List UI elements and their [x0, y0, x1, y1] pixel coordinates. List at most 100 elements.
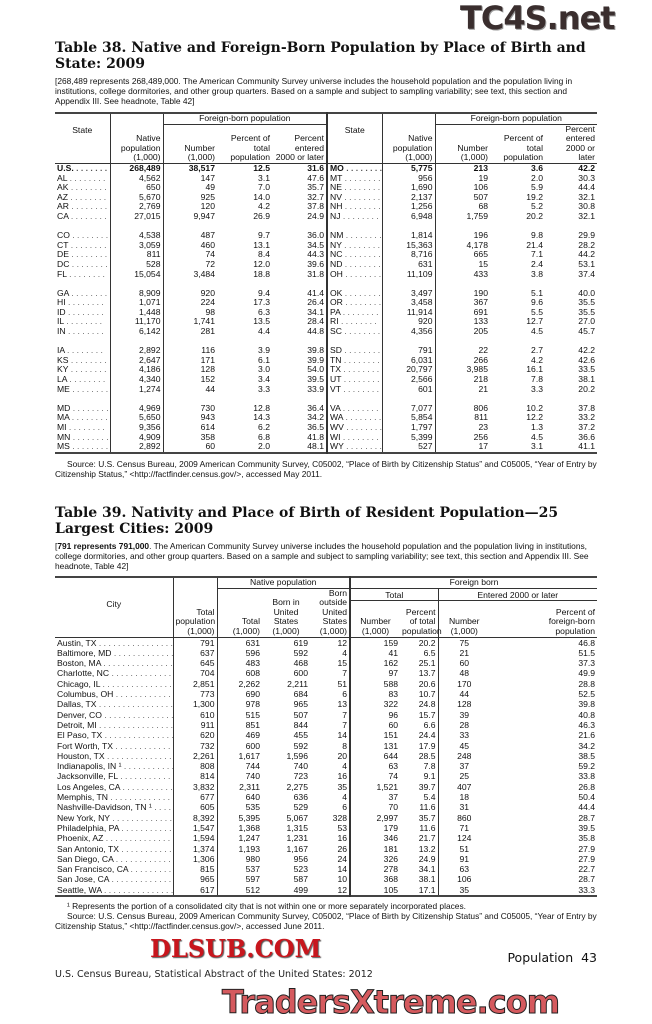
value-cell: 601 — [381, 384, 435, 395]
state-cell: UT . . . . . . . . — [326, 375, 382, 385]
leader-dots: . . . . . . . . . . . . . . . . . — [96, 637, 173, 648]
leader-dots: . . . . . . . . — [68, 183, 107, 193]
spacer-cell — [381, 279, 435, 289]
value-cell: 51 — [437, 843, 491, 854]
table-row: IL . . . . . . . . 11,170 1,741 13.5 28.4 RI … — [55, 317, 597, 328]
value-cell: 4.5 — [531, 432, 543, 442]
value-cell: 30.3 — [578, 173, 596, 183]
leader-dots: . . . . . . . . — [66, 269, 105, 279]
table-row: AR . . . . . . . . 2,769 120 4.2 37.8 NH . . … — [55, 202, 597, 212]
spacer-row — [55, 394, 597, 404]
value-cell: 27.9 — [578, 843, 596, 854]
state-cell: CT . . . . . . . . — [55, 241, 110, 251]
spacer-cell — [272, 394, 327, 404]
leader-dots: . . . . . . . . — [69, 231, 109, 241]
value-cell: 116 — [162, 346, 217, 356]
value-cell: 20.2 — [578, 384, 596, 394]
value-cell: 7,077 — [381, 403, 435, 414]
value-cell: 36.6 — [578, 432, 596, 442]
value-cell: 105 — [349, 884, 401, 896]
leader-dots: . . . . . . . . — [69, 442, 109, 452]
value-cell: 9.8 — [531, 231, 543, 241]
col-foreign-group-2: Foreign-born population — [434, 113, 598, 125]
value-cell: 4.2 — [258, 202, 270, 212]
value-cell: 23 — [434, 423, 490, 433]
col-fb-total-group: Total — [349, 588, 439, 602]
state-cell: TX . . . . . . . . — [326, 365, 382, 376]
value-cell: 97 — [349, 668, 401, 679]
value-cell: 740 — [293, 761, 308, 772]
value-cell: 1,594 — [172, 833, 217, 844]
value-cell: 5.5 — [531, 307, 543, 317]
city-cell: Baltimore, MD . . . . . . . . . . . . . … — [55, 648, 173, 658]
city-cell: El Paso, TX . . . . . . . . . . . . . . … — [55, 730, 173, 740]
value-cell: 920 — [162, 288, 217, 299]
city-name: San Diego, CA — [57, 853, 114, 864]
state-cell: GA . . . . . . . . — [55, 289, 110, 299]
value-cell: 3.8 — [531, 269, 543, 279]
value-cell: 147 — [162, 173, 217, 184]
table-row: MD . . . . . . . . 4,969 730 12.8 36.4 VA . .… — [55, 403, 597, 414]
value-cell: 11,914 — [381, 307, 435, 318]
city-name: San Jose, CA — [57, 874, 110, 885]
state-cell: WI . . . . . . . . — [326, 432, 382, 443]
value-cell: 20 — [337, 750, 348, 761]
value-cell: 91 — [437, 853, 491, 865]
value-cell: 3,832 — [172, 781, 217, 793]
value-cell: 38.5 — [578, 750, 596, 761]
state-name: WY — [330, 442, 344, 452]
value-cell: 33 — [437, 730, 491, 741]
value-cell: 44.8 — [307, 327, 324, 337]
table-row: Denver, CO . . . . . . . . . . . . . . .… — [55, 709, 597, 720]
leader-dots: . . . . . . . . — [69, 259, 108, 269]
spacer-cell — [272, 337, 327, 347]
value-cell: 51 — [337, 678, 348, 689]
leader-dots: . . . . . . . . . . . . . . . . . — [121, 843, 173, 854]
value-cell: 5,650 — [109, 413, 163, 423]
value-cell: 41.8 — [307, 432, 324, 442]
state-cell: NY . . . . . . . . — [326, 240, 382, 251]
value-cell: 20,797 — [381, 365, 435, 376]
value-cell: 159 — [349, 637, 401, 648]
value-cell: 38,517 — [162, 163, 217, 174]
value-cell: 965 — [172, 874, 217, 885]
spacer-cell — [490, 337, 545, 347]
city-cell: Chicago, IL . . . . . . . . . . . . . . … — [55, 679, 173, 689]
value-cell: 49 — [162, 183, 217, 193]
table-row: Boston, MA . . . . . . . . . . . . . . .… — [55, 658, 597, 669]
spacer-cell — [55, 337, 110, 347]
value-cell: 2,211 — [287, 678, 308, 689]
value-cell: 41.1 — [578, 442, 596, 452]
leader-dots: . . . . . . . . — [338, 317, 377, 327]
value-cell: 16.1 — [526, 365, 543, 375]
value-cell: 5,775 — [381, 163, 435, 174]
value-cell: 1,521 — [349, 781, 401, 793]
value-cell: 24.9 — [418, 853, 436, 864]
value-cell: 3.0 — [258, 365, 270, 375]
state-cell: KY . . . . . . . . — [55, 365, 110, 375]
leader-dots: . . . . . . . . . . . . . . . . . — [107, 750, 173, 761]
value-cell: 44 — [437, 689, 491, 700]
col-total-pop: Total population (1,000) — [172, 577, 217, 638]
value-cell: 684 — [293, 689, 308, 700]
value-cell: 507 — [434, 192, 490, 203]
value-cell: 650 — [109, 183, 163, 193]
state-name: VT — [330, 384, 341, 394]
value-cell: 59.2 — [578, 761, 596, 772]
value-cell: 7.1 — [531, 250, 543, 260]
leader-dots: . . . . . . . . — [341, 192, 381, 202]
spacer-cell — [381, 394, 435, 404]
value-cell: 29.9 — [578, 231, 596, 241]
leader-dots: . . . . . . . . — [342, 288, 381, 298]
value-cell: 128 — [162, 365, 217, 376]
leader-dots: . . . . . . . . . . . . . . . . . — [112, 812, 173, 823]
value-cell: 527 — [381, 442, 435, 453]
value-cell: 46.3 — [578, 719, 596, 730]
value-cell: 773 — [172, 689, 217, 700]
value-cell: 268,489 — [109, 163, 163, 174]
headnote-text: . The American Community Survey universe… — [55, 541, 589, 571]
value-cell: 162 — [349, 658, 401, 669]
value-cell: 4,538 — [109, 231, 163, 241]
value-cell: 4.2 — [531, 355, 543, 365]
table-row: DE . . . . . . . . 811 74 8.4 44.3 NC . . . .… — [55, 250, 597, 260]
